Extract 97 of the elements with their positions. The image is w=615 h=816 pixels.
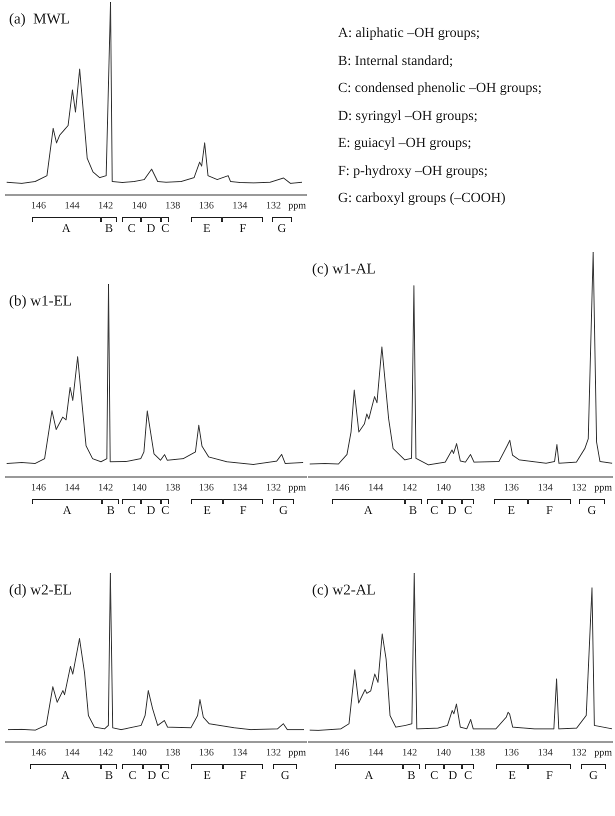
x-tick-label: 144 <box>64 200 80 212</box>
text: B: Internal standard; <box>338 52 454 70</box>
text: F <box>240 503 247 518</box>
x-tick-label: 132 <box>266 200 281 212</box>
x-tick-label: 140 <box>132 748 147 759</box>
x-tick-label: 146 <box>31 482 46 494</box>
text: B <box>407 768 416 782</box>
x-tick-label: 144 <box>64 748 80 759</box>
text: C <box>161 768 170 782</box>
x-tick-label: 136 <box>198 200 214 212</box>
text: A <box>364 503 373 518</box>
text: G <box>279 503 288 518</box>
text: F <box>239 221 246 236</box>
text: A <box>62 221 71 236</box>
text: C <box>128 768 137 782</box>
text: D: syringyl –OH groups; <box>338 108 479 126</box>
x-tick-label: 138 <box>470 748 485 759</box>
text: A <box>62 503 72 518</box>
x-axis-title: ppm <box>288 482 306 494</box>
x-tick-label: 140 <box>436 482 452 494</box>
text: (b) w1-EL <box>9 293 72 310</box>
text: D <box>448 503 457 518</box>
text: D <box>146 221 156 236</box>
x-tick-label: 134 <box>232 200 248 212</box>
x-axis-title: ppm <box>594 482 612 494</box>
x-tick-label: 138 <box>165 482 180 494</box>
x-tick-label: 132 <box>266 482 281 494</box>
text: F <box>240 768 247 782</box>
text: E: guiacyl –OH groups; <box>338 135 472 153</box>
text: G <box>589 768 598 782</box>
text: C <box>430 768 438 782</box>
x-tick-label: 140 <box>132 200 147 212</box>
x-tick-label: 144 <box>64 482 80 494</box>
x-tick-label: 140 <box>436 748 452 759</box>
text: C <box>128 503 136 518</box>
text: E <box>204 768 211 782</box>
x-tick-label: 146 <box>31 200 46 212</box>
x-tick-label: 138 <box>470 482 485 494</box>
x-axis-title: ppm <box>594 748 612 759</box>
x-tick-label: 134 <box>538 748 553 759</box>
text: B <box>409 503 418 518</box>
text: F <box>546 503 554 518</box>
text: C <box>464 768 472 782</box>
text: G <box>280 768 290 782</box>
text: A <box>61 768 70 782</box>
x-tick-label: 134 <box>538 482 553 494</box>
x-tick-label: 132 <box>572 482 587 494</box>
text: C <box>128 221 136 236</box>
x-tick-label: 142 <box>402 482 418 494</box>
text: B <box>105 221 114 236</box>
text: E <box>204 503 211 518</box>
text: C <box>161 503 170 518</box>
x-tick-label: 146 <box>31 748 46 759</box>
text: C <box>464 503 472 518</box>
text: D <box>448 768 458 782</box>
x-tick-label: 138 <box>165 748 180 759</box>
text: A <box>364 768 374 782</box>
x-tick-label: 146 <box>334 482 350 494</box>
x-tick-label: 134 <box>232 482 248 494</box>
text: B <box>106 503 115 518</box>
x-axis-title: ppm <box>288 748 306 759</box>
text: C: condensed phenolic –OH groups; <box>338 80 543 98</box>
x-tick-label: 140 <box>132 482 147 494</box>
x-tick-label: 136 <box>198 482 214 494</box>
x-tick-label: 136 <box>198 748 214 759</box>
text: A: aliphatic –OH groups; <box>338 25 481 43</box>
x-tick-label: 142 <box>98 748 114 759</box>
text: (c) w2-AL <box>312 582 376 598</box>
text: G <box>587 503 596 518</box>
x-tick-label: 142 <box>98 200 114 212</box>
text: (c) w1-AL <box>312 261 376 278</box>
text: D <box>147 768 156 782</box>
text: F: p-hydroxy –OH groups; <box>338 162 489 180</box>
x-tick-label: 144 <box>368 482 384 494</box>
x-tick-label: 136 <box>504 482 519 494</box>
x-tick-label: 142 <box>98 482 114 494</box>
text: G: carboxyl groups (–COOH) <box>338 190 507 208</box>
x-tick-label: 132 <box>266 748 281 759</box>
text: (d) w2-EL <box>9 582 72 598</box>
x-tick-label: 142 <box>402 748 418 759</box>
text: D <box>146 503 156 518</box>
x-tick-label: 132 <box>572 748 587 759</box>
x-tick-label: 136 <box>504 748 519 759</box>
text: E <box>508 768 516 782</box>
text: (a) MWL <box>9 11 70 28</box>
text: G <box>277 221 286 236</box>
x-tick-label: 144 <box>368 748 384 759</box>
text: C <box>161 221 170 236</box>
x-tick-label: 134 <box>232 748 248 759</box>
text: E <box>203 221 210 236</box>
x-axis-title: ppm <box>288 200 306 212</box>
text: F <box>546 768 554 782</box>
x-tick-label: 146 <box>334 748 350 759</box>
text: C <box>430 503 438 518</box>
text: B <box>105 768 114 782</box>
x-tick-label: 138 <box>165 200 180 212</box>
text: E <box>508 503 516 518</box>
